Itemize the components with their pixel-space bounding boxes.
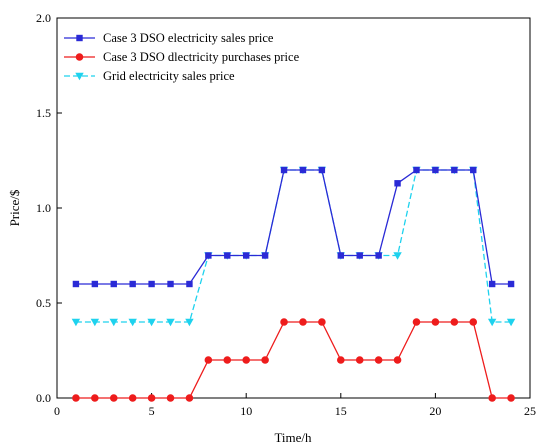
series-group (72, 166, 515, 288)
y-tick-label: 0.5 (36, 296, 51, 310)
legend-item: Case 3 DSO electricity sales price (64, 31, 274, 45)
data-point-circle (128, 394, 137, 402)
data-point-circle (488, 394, 496, 402)
data-point-square (488, 280, 496, 288)
data-point-square (470, 166, 477, 174)
y-tick-label: 1.5 (36, 106, 51, 120)
legend-label: Case 3 DSO electricity sales price (103, 31, 274, 45)
data-point-circle (507, 394, 515, 402)
x-axis-ticks: 0 5 10 15 20 25 (54, 393, 536, 418)
data-point-square (337, 252, 344, 259)
data-point-square (224, 252, 231, 259)
data-point-square (243, 252, 250, 259)
data-point-triangle (185, 318, 194, 327)
data-point-circle (147, 394, 156, 402)
data-point-circle (280, 318, 288, 326)
series-group (72, 318, 515, 402)
data-point-circle (374, 356, 383, 364)
data-point-square (375, 252, 382, 259)
legend-item: Grid electricity sales price (64, 69, 235, 83)
data-point-circle (412, 318, 421, 326)
data-point-square (186, 280, 193, 288)
data-point-circle (109, 394, 118, 402)
x-tick-label: 10 (240, 404, 252, 418)
data-point-square (76, 34, 83, 42)
data-point-square (356, 252, 363, 259)
plot-area (56, 17, 531, 399)
x-axis-label: Time/h (274, 430, 312, 445)
data-point-circle (431, 318, 440, 326)
data-point-square (72, 280, 80, 288)
data-point-square (261, 252, 269, 259)
data-point-triangle (109, 318, 118, 327)
data-point-triangle (128, 318, 137, 327)
data-point-circle (337, 356, 345, 364)
data-point-triangle (147, 318, 156, 327)
y-axis-ticks: 0.0 0.5 1.0 1.5 2.0 (36, 11, 62, 405)
data-point-square (413, 166, 420, 174)
y-tick-label: 0.0 (36, 391, 51, 405)
data-point-triangle (487, 318, 497, 327)
data-point-square (205, 252, 212, 259)
data-point-square (148, 280, 155, 288)
legend: Case 3 DSO electricity sales price Case 3… (64, 31, 300, 83)
data-point-circle (242, 356, 250, 364)
x-tick-label: 20 (429, 404, 441, 418)
data-point-circle (355, 356, 364, 364)
data-point-square (451, 166, 458, 174)
data-point-square (280, 166, 288, 174)
data-point-triangle (393, 252, 402, 260)
data-point-circle (91, 394, 99, 402)
data-point-triangle (90, 318, 100, 327)
data-point-square (91, 280, 99, 288)
data-point-square (432, 166, 439, 174)
data-point-circle (318, 318, 326, 326)
y-tick-label: 2.0 (36, 11, 51, 25)
data-point-circle (75, 53, 84, 61)
data-point-circle (299, 318, 307, 326)
x-tick-label: 5 (149, 404, 155, 418)
data-point-circle (393, 356, 402, 364)
series-layer (71, 166, 516, 402)
data-point-square (318, 166, 326, 174)
y-axis-label: Price/$ (7, 189, 22, 226)
data-point-circle (450, 318, 459, 326)
data-point-triangle (166, 318, 175, 327)
data-point-circle (223, 356, 232, 364)
x-tick-label: 0 (54, 404, 60, 418)
data-point-circle (72, 394, 80, 402)
legend-label: Grid electricity sales price (103, 69, 235, 83)
x-tick-label: 25 (524, 404, 536, 418)
legend-label: Case 3 DSO dlectricity purchases price (103, 50, 300, 64)
data-point-square (110, 280, 117, 288)
data-point-circle (166, 394, 175, 402)
data-point-triangle (71, 318, 81, 327)
data-point-square (299, 166, 307, 174)
legend-item: Case 3 DSO dlectricity purchases price (64, 50, 300, 64)
data-point-triangle (75, 72, 84, 81)
data-point-square (507, 280, 515, 288)
y-tick-label: 1.0 (36, 201, 51, 215)
data-point-square (129, 280, 136, 288)
x-tick-label: 15 (335, 404, 347, 418)
data-point-circle (261, 356, 269, 364)
data-point-triangle (506, 318, 516, 327)
data-point-circle (204, 356, 213, 364)
data-point-square (394, 180, 401, 187)
data-point-circle (469, 318, 478, 326)
data-point-square (167, 280, 174, 288)
data-point-circle (185, 394, 194, 402)
